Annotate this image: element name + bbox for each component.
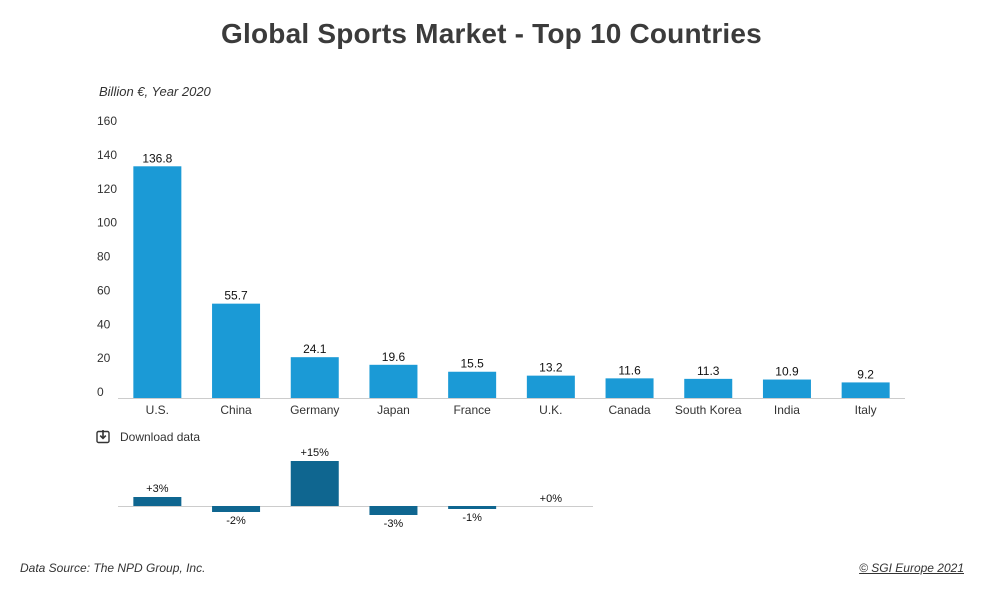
change-bar [133, 497, 182, 506]
bar [526, 375, 575, 398]
x-tick-label: U.S. [146, 403, 169, 417]
bar-value-label: 9.2 [857, 367, 874, 381]
bar [212, 303, 261, 398]
y-tick-label: 100 [97, 216, 117, 230]
data-source: Data Source: The NPD Group, Inc. [20, 561, 206, 575]
bar [841, 382, 890, 398]
change-value-label: -1% [462, 512, 482, 524]
bar-value-label: 55.7 [224, 289, 248, 303]
change-value-label: +3% [146, 483, 169, 495]
x-tick-label: U.K. [539, 403, 562, 417]
market-size-bar-chart: 0 20 40 60 80 100 120 140 160 136.8 U.S. 55.7 China 2… [97, 114, 905, 417]
y-tick-label: 60 [97, 283, 111, 297]
x-tick-label: France [453, 403, 491, 417]
bar [605, 378, 654, 398]
x-tick-label: Germany [290, 403, 339, 417]
bar-value-label: 13.2 [539, 361, 563, 375]
y-tick-label: 0 [97, 385, 104, 399]
change-value-label: +0% [540, 493, 563, 505]
bar [290, 357, 339, 398]
bar-value-label: 11.6 [618, 363, 641, 377]
y-tick-label: 20 [97, 351, 111, 365]
copyright-link[interactable]: © SGI Europe 2021 [859, 561, 964, 575]
bar-value-label: 24.1 [303, 342, 327, 356]
change-bar [290, 461, 339, 506]
x-tick-label: Canada [609, 403, 651, 417]
bar [448, 371, 497, 398]
x-tick-label: Italy [855, 403, 877, 417]
y-tick-label: 160 [97, 114, 117, 128]
y-tick-label: 40 [97, 317, 111, 331]
x-tick-label: China [220, 403, 252, 417]
bar [369, 364, 418, 398]
change-bar [448, 506, 497, 509]
y-axis-unit-label: Billion €, Year 2020 [99, 84, 211, 99]
bar-value-label: 19.6 [382, 350, 406, 364]
bar [762, 379, 811, 398]
chart-title: Global Sports Market - Top 10 Countries [221, 18, 762, 49]
download-icon [96, 430, 110, 444]
bar-value-label: 15.5 [460, 357, 484, 371]
y-tick-label: 120 [97, 182, 117, 196]
y-tick-label: 80 [97, 250, 111, 264]
x-tick-label: South Korea [675, 403, 742, 417]
change-bar [369, 506, 418, 515]
download-label: Download data [120, 430, 201, 444]
bar [133, 166, 182, 398]
bar [684, 378, 733, 398]
change-value-label: -3% [384, 518, 404, 530]
download-data-button[interactable]: Download data [96, 429, 200, 445]
y-tick-label: 140 [97, 148, 117, 162]
x-tick-label: Japan [377, 403, 410, 417]
bar-value-label: 10.9 [775, 365, 799, 379]
bar-value-label: 136.8 [142, 151, 172, 165]
change-value-label: +15% [301, 447, 330, 459]
x-tick-label: India [774, 403, 800, 417]
bar-value-label: 11.3 [697, 364, 720, 378]
change-value-label: -2% [226, 515, 246, 527]
change-bar [212, 506, 261, 512]
